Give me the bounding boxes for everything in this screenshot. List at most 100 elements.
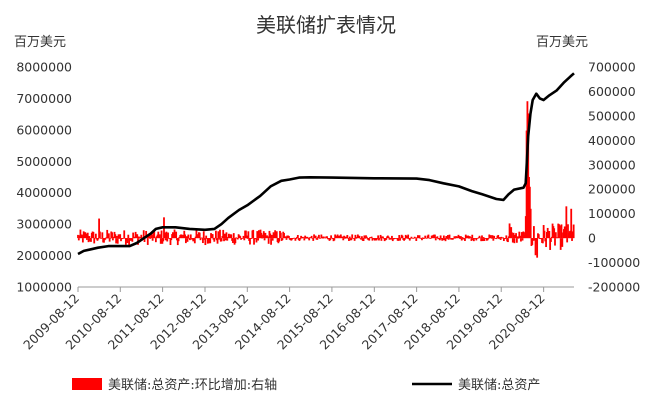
bar-weekly-change (300, 235, 302, 239)
bar-weekly-change (241, 238, 244, 239)
bar-weekly-change (127, 234, 130, 239)
bar-weekly-change (124, 238, 127, 245)
bar-weekly-change (558, 225, 561, 239)
bar-weekly-change (363, 235, 366, 239)
bar-weekly-change (508, 223, 511, 239)
bar-weekly-change (512, 232, 515, 239)
bar-weekly-change (382, 236, 384, 239)
bar-weekly-change (541, 238, 544, 244)
bar-weekly-change (554, 238, 556, 246)
bar-weekly-change (387, 236, 390, 239)
legend-line-label: 美联储:总资产 (458, 378, 540, 393)
bar-weekly-change (154, 238, 157, 243)
left-tick-label: 3000000 (16, 217, 72, 232)
bar-weekly-change (146, 238, 149, 245)
bar-weekly-change (342, 238, 345, 241)
bar-weekly-change (131, 238, 134, 242)
bar-weekly-change (175, 231, 178, 239)
bar-weekly-change (448, 234, 451, 239)
bar-weekly-change (436, 236, 439, 239)
bar-weekly-change (216, 238, 219, 244)
bar-weekly-change (122, 238, 125, 239)
left-axis-ticks: 8000000 7000000 6000000 5000000 4000000 30000… (16, 60, 72, 295)
bar-weekly-change (479, 237, 482, 239)
bar-weekly-change (109, 238, 112, 239)
bar-weekly-change (453, 236, 456, 239)
bar-weekly-change (502, 237, 504, 239)
bar-weekly-change (275, 231, 278, 239)
bar-weekly-change (264, 232, 267, 239)
bar-weekly-change (140, 234, 143, 239)
right-tick-label: -100000 (588, 255, 640, 270)
bar-weekly-change (225, 232, 228, 239)
bar-weekly-change (250, 238, 253, 239)
bar-weekly-change (513, 238, 516, 244)
bar-weekly-change (570, 208, 573, 239)
bar-weekly-change (145, 230, 148, 239)
right-tick-label: 0 (588, 231, 596, 246)
bar-weekly-change (294, 238, 297, 241)
bar-weekly-change (96, 238, 99, 241)
bar-weekly-change (520, 232, 523, 239)
bar-weekly-change (227, 233, 230, 239)
bar-weekly-change (543, 230, 546, 239)
legend-bar-swatch (72, 378, 102, 390)
bar-weekly-change (318, 234, 320, 239)
bar-weekly-change (306, 236, 309, 239)
bar-weekly-change (196, 234, 199, 239)
bar-weekly-change (176, 238, 179, 246)
bar-weekly-change (107, 233, 110, 239)
right-axis-ticks: 700000 600000 500000 400000 300000 200000 1000… (588, 60, 640, 295)
bar-weekly-change (312, 238, 315, 241)
bar-weekly-change (553, 228, 556, 239)
bar-weekly-change (215, 230, 217, 239)
bar-weekly-change (184, 238, 187, 244)
bar-weekly-change (461, 237, 464, 239)
bar-weekly-change (444, 238, 447, 242)
bar-weekly-change (134, 231, 137, 239)
bar-weekly-change (157, 231, 160, 239)
bar-weekly-change (162, 238, 165, 242)
bar-weekly-change (481, 235, 483, 239)
bar-weekly-change (92, 231, 95, 239)
bar-weekly-change (418, 235, 421, 239)
bar-weekly-change (159, 234, 161, 239)
bar-weekly-change (354, 234, 357, 239)
bar-weekly-change (375, 238, 378, 241)
bar-weekly-change (322, 237, 324, 239)
bar-weekly-change (536, 238, 539, 258)
bar-weekly-change (242, 235, 245, 239)
bar-weekly-change (520, 238, 522, 242)
bar-weekly-change (346, 234, 349, 239)
bar-weekly-change (554, 232, 557, 239)
bar-weekly-change (451, 238, 454, 240)
bar-weekly-change (459, 238, 461, 240)
bar-weekly-change (519, 235, 522, 239)
bar-weekly-change (429, 238, 432, 239)
bar-weekly-change (223, 238, 225, 242)
legend-bar-label: 美联储:总资产:环比增加:右轴 (108, 378, 277, 393)
left-axis-unit: 百万美元 (14, 35, 66, 50)
bar-weekly-change (111, 238, 114, 241)
bar-weekly-change (368, 238, 371, 241)
bar-weekly-change (360, 238, 363, 240)
right-tick-label: 500000 (588, 108, 636, 123)
bar-weekly-change (169, 238, 172, 246)
bar-weekly-change (572, 224, 575, 239)
bar-weekly-change (195, 229, 198, 239)
bar-weekly-change (119, 234, 122, 239)
bar-weekly-change (81, 234, 83, 239)
bar-weekly-change (129, 238, 132, 241)
bar-weekly-change (408, 238, 411, 241)
bar-weekly-change (302, 237, 305, 239)
bar-weekly-change (123, 230, 126, 239)
bar-weekly-change (246, 238, 249, 239)
bar-weekly-change (304, 235, 307, 239)
bar-weekly-change (488, 234, 491, 239)
bar-weekly-change (527, 113, 530, 239)
bar-weekly-change (320, 234, 323, 239)
bar-weekly-change (288, 235, 290, 239)
bar-weekly-change (205, 235, 208, 239)
